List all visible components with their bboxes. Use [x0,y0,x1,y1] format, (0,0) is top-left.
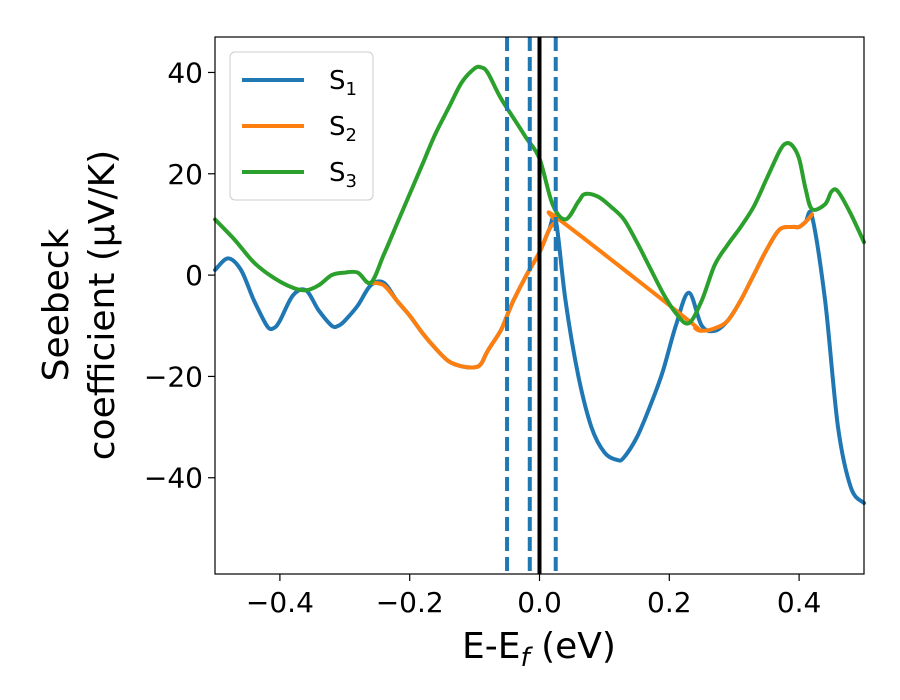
x-axis-label: E-Ef (eV) [462,626,616,673]
y-ticks-layer: −40 −20 0 20 40 [144,56,215,495]
x-tick-label: 0.0 [517,586,562,619]
x-tick-label: 0.2 [647,586,692,619]
x-tick-label: −0.4 [246,586,314,619]
y-tick-label: −40 [144,462,203,495]
series-line-s2 [368,210,815,370]
vertical-lines-layer [505,37,558,574]
y-axis-label-line2: coefficient (μV/K) [82,150,123,460]
legend: S1 S2 S3 [229,51,374,201]
y-axis-label-line1: Seebeck [36,228,77,381]
y-tick-label: 20 [167,158,203,191]
x-tick-label: 0.4 [777,586,822,619]
y-tick-label: 40 [167,56,203,89]
x-axis-label-main: E-E [462,626,520,667]
x-tick-label: −0.2 [376,586,444,619]
legend-label-s3: S3 [329,158,357,192]
legend-label-s1: S1 [329,66,357,100]
x-axis-label-unit: (eV) [530,626,616,667]
y-tick-label: 0 [185,259,203,292]
x-ticks-layer: −0.4 −0.2 0.0 0.2 0.4 [246,574,821,619]
legend-label-s2: S2 [329,112,357,146]
series-line-s3 [213,64,866,326]
y-tick-label: −20 [144,360,203,393]
